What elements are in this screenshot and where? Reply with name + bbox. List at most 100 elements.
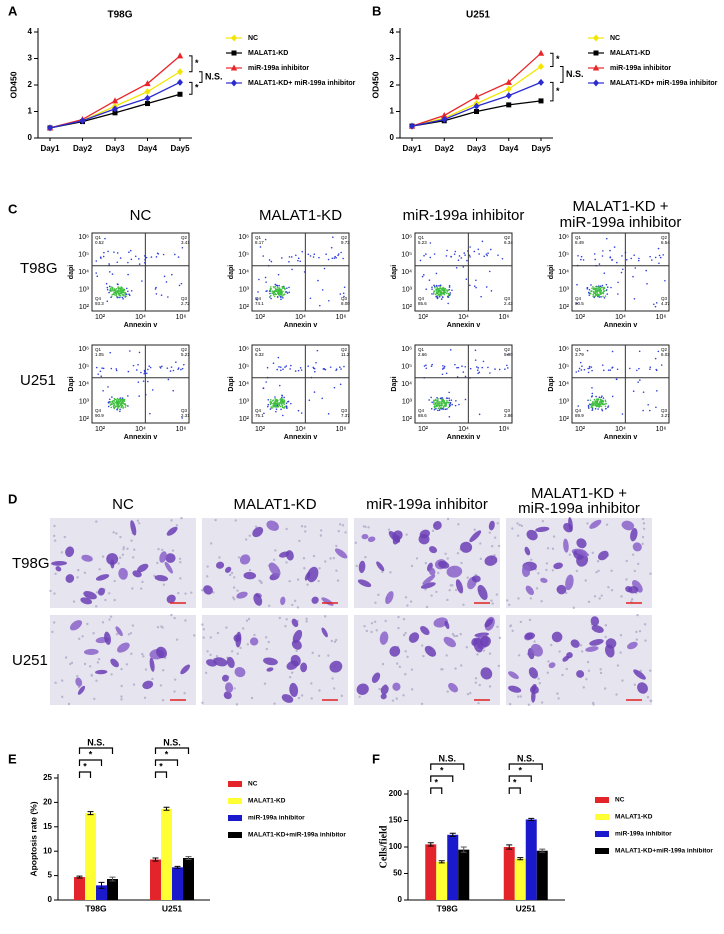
event-dot <box>449 293 451 296</box>
pore <box>520 524 524 528</box>
event-dot <box>269 292 271 295</box>
event-dot <box>602 288 605 290</box>
event-dot <box>601 255 604 257</box>
event-dot <box>113 294 116 296</box>
pore <box>60 551 64 554</box>
pore <box>446 517 450 521</box>
event-dot <box>327 413 330 415</box>
event-dot <box>628 367 631 370</box>
event-dot <box>127 273 129 276</box>
pore <box>173 678 177 681</box>
pore <box>579 644 583 647</box>
event-dot <box>267 405 269 408</box>
y-axis-label: Apoptosis rate (%) <box>28 801 38 876</box>
event-dot <box>170 366 173 368</box>
marker <box>538 78 544 86</box>
x-tick-label: T98G <box>437 903 459 913</box>
x-tick-label: 10² <box>418 314 429 321</box>
pore <box>302 557 306 560</box>
x-tick-label: T98G <box>85 903 107 913</box>
event-dot <box>451 403 453 406</box>
panel-letter: B <box>372 3 381 18</box>
cell <box>95 669 108 675</box>
plot-frame <box>251 344 350 424</box>
cell <box>433 521 442 530</box>
event-dot <box>433 405 436 408</box>
cell <box>357 579 372 588</box>
pore <box>245 619 249 622</box>
pore <box>410 688 414 691</box>
event-dot <box>435 284 438 287</box>
cell <box>484 555 498 566</box>
event-dot <box>116 405 118 408</box>
event-dot <box>617 281 619 284</box>
sig-label: * <box>83 761 87 771</box>
event-dot <box>659 256 662 259</box>
event-dot <box>605 407 607 410</box>
event-dot <box>118 401 121 403</box>
sig-label: N.S. <box>517 753 535 763</box>
event-dot <box>447 292 450 295</box>
pore <box>184 619 187 622</box>
event-dot <box>124 292 126 295</box>
event-dot <box>95 272 97 274</box>
event-dot <box>314 370 316 373</box>
pore <box>170 613 173 617</box>
cell <box>526 529 538 541</box>
event-dot <box>588 367 591 369</box>
y-tick-label: 10³ <box>79 398 90 405</box>
cell <box>524 546 531 556</box>
event-dot <box>109 404 112 406</box>
sig-label: * <box>513 777 517 787</box>
y-tick-label: 3 <box>28 54 33 63</box>
y-tick-label: 1 <box>28 107 33 116</box>
cell <box>95 574 110 581</box>
event-dot <box>621 255 623 257</box>
pore <box>97 657 101 661</box>
event-dot <box>106 300 109 303</box>
pore <box>409 600 413 603</box>
cell <box>480 667 493 680</box>
pore <box>201 589 204 592</box>
event-dot <box>274 398 276 400</box>
pore <box>78 637 81 641</box>
error-bar <box>98 881 105 889</box>
quadrant-name: Q4 <box>95 408 102 413</box>
event-dot <box>594 400 597 402</box>
cell <box>637 682 648 694</box>
event-dot <box>113 251 115 253</box>
event-dot <box>589 403 591 405</box>
pore <box>449 584 453 587</box>
event-dot <box>149 366 152 369</box>
pore <box>95 591 99 594</box>
pore <box>126 547 129 550</box>
pore <box>233 598 236 601</box>
event-dot <box>598 263 601 265</box>
pore <box>121 553 125 556</box>
event-dot <box>438 401 441 403</box>
event-dot <box>586 349 589 352</box>
event-dot <box>638 350 641 353</box>
event-dot <box>119 257 122 259</box>
pore <box>446 557 449 560</box>
event-dot <box>655 302 658 304</box>
y-tick-label: 10⁶ <box>238 346 249 353</box>
cell <box>385 591 394 605</box>
event-dot <box>123 402 125 405</box>
pore <box>391 699 395 702</box>
event-dot <box>106 288 109 291</box>
cell <box>356 683 369 695</box>
panel-letter: C <box>8 201 18 216</box>
legend-swatch <box>595 797 609 803</box>
event-dot <box>599 403 601 405</box>
event-dot <box>606 293 609 295</box>
y-axis-label: dapi <box>548 265 555 279</box>
y-tick-label: 10⁵ <box>401 251 412 258</box>
quadrant-name: Q1 <box>255 347 262 352</box>
event-dot <box>598 295 600 297</box>
event-dot <box>575 371 578 373</box>
bar <box>458 849 470 900</box>
event-dot <box>112 402 115 405</box>
pore <box>635 638 639 641</box>
x-tick-label: 10⁶ <box>176 426 187 433</box>
